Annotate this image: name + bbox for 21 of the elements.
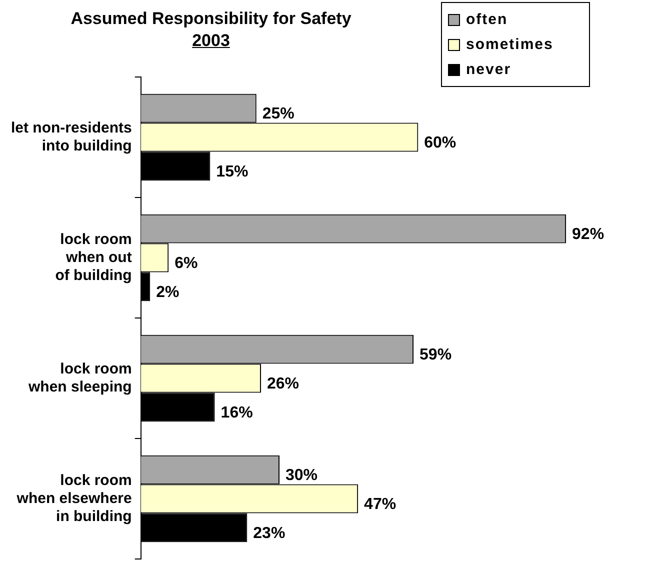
data-label: 23%	[253, 525, 286, 542]
data-label: 92%	[572, 226, 604, 244]
chart-subtitle: 2003	[191, 30, 231, 52]
legend-label: sometimes	[466, 36, 554, 53]
data-label: 15%	[216, 164, 248, 181]
data-label: 25%	[262, 106, 294, 123]
data-label: 59%	[420, 346, 452, 364]
data-label: 47%	[364, 496, 396, 514]
data-label: 2%	[156, 284, 180, 302]
data-label: 60%	[424, 134, 456, 152]
y-tick-label: let non-residents into building	[10, 119, 132, 154]
data-label: 6%	[174, 255, 198, 272]
y-tick-label: lock room when out of building	[55, 230, 132, 284]
y-tick-label: lock room when elsewhere in building	[16, 472, 132, 525]
data-label: 26%	[267, 376, 300, 393]
y-tick-label: lock room when sleeping	[27, 360, 132, 396]
data-label: 16%	[220, 404, 253, 422]
legend-label: often	[466, 11, 508, 28]
legend-label: never	[466, 61, 512, 78]
data-label: 30%	[285, 467, 318, 484]
chart-title: Assumed Responsibility for Safety	[70, 8, 352, 30]
